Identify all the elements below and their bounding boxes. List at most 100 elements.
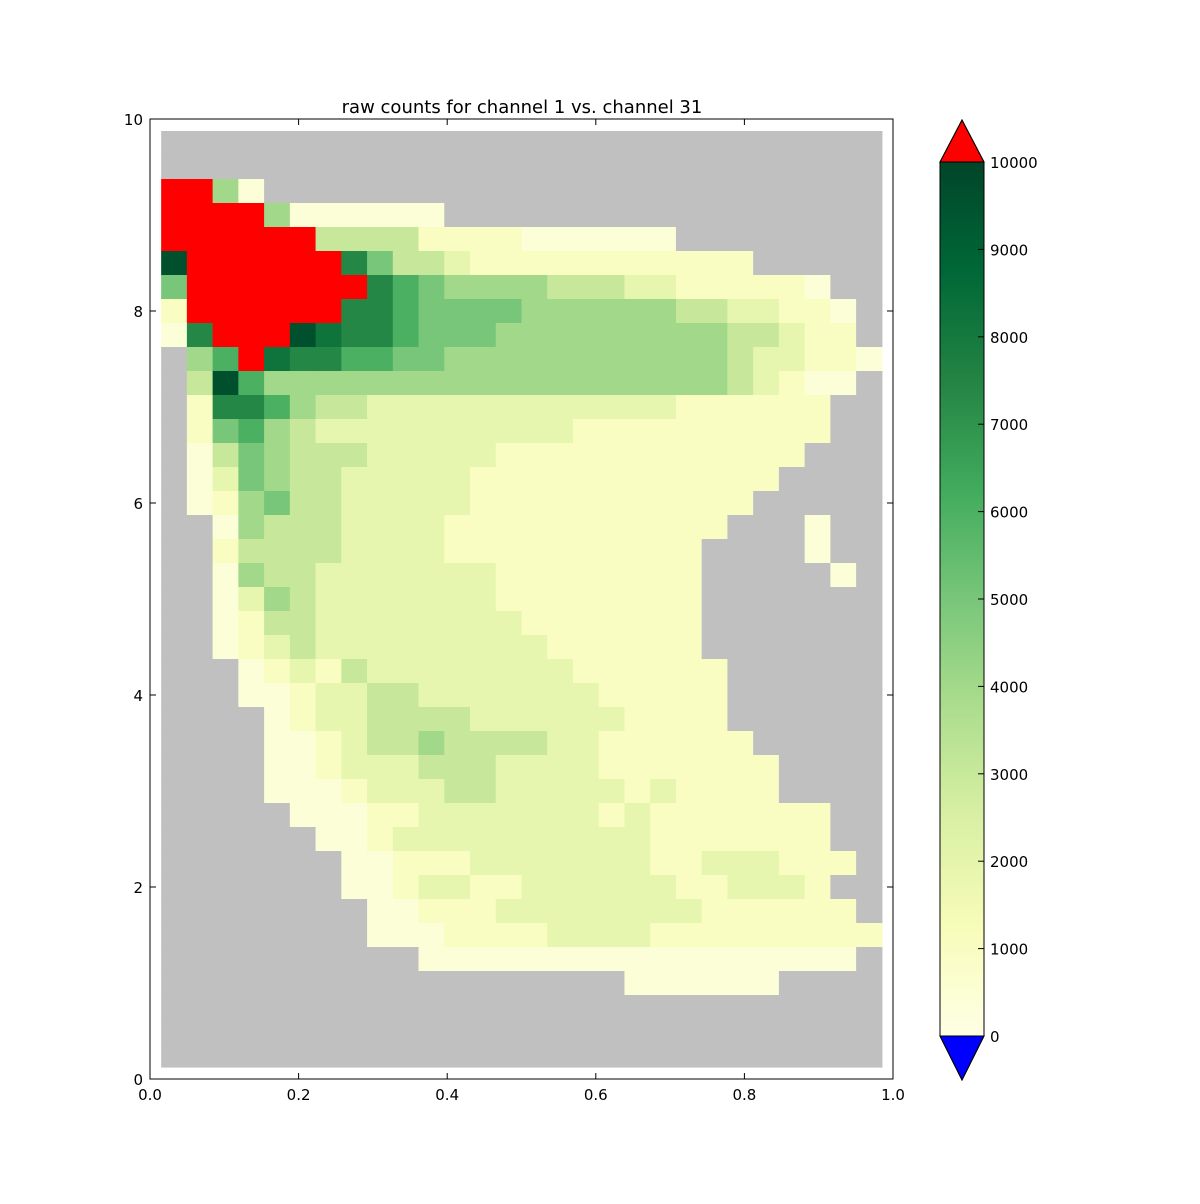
heatmap-cell bbox=[341, 1019, 368, 1044]
heatmap-cell bbox=[521, 179, 548, 204]
heatmap-cell bbox=[238, 299, 265, 324]
heatmap-cell bbox=[315, 155, 342, 180]
heatmap-cell bbox=[264, 995, 291, 1020]
heatmap-cell bbox=[624, 1019, 651, 1044]
heatmap-cell bbox=[392, 659, 420, 684]
heatmap-cell bbox=[830, 851, 857, 876]
heatmap-cell bbox=[341, 899, 368, 924]
heatmap-cell bbox=[367, 1043, 394, 1068]
heatmap-cell bbox=[212, 923, 239, 948]
heatmap-cell bbox=[418, 1043, 445, 1068]
heatmap-cell bbox=[392, 251, 420, 276]
heatmap-cell bbox=[753, 275, 780, 300]
heatmap-cell bbox=[161, 1043, 188, 1068]
heatmap-cell bbox=[598, 683, 626, 708]
heatmap-cell bbox=[418, 587, 445, 612]
heatmap-cell bbox=[341, 467, 368, 492]
heatmap-cell bbox=[572, 683, 600, 708]
heatmap-cell bbox=[727, 995, 754, 1020]
heatmap-cell bbox=[444, 275, 471, 300]
heatmap-cell bbox=[289, 851, 317, 876]
heatmap-cell bbox=[856, 515, 883, 540]
heatmap-cell bbox=[161, 251, 188, 276]
heatmap-cell bbox=[650, 707, 677, 732]
heatmap-cell bbox=[495, 563, 523, 588]
heatmap-cell bbox=[804, 563, 831, 588]
heatmap-cell bbox=[624, 539, 651, 564]
heatmap-cell bbox=[830, 443, 857, 468]
heatmap-cell bbox=[727, 947, 754, 972]
heatmap-cell bbox=[495, 131, 523, 156]
heatmap-cell bbox=[753, 635, 780, 660]
heatmap-cell bbox=[264, 515, 291, 540]
heatmap-cell bbox=[238, 731, 265, 756]
heatmap-cell bbox=[367, 251, 394, 276]
heatmap-cell bbox=[161, 419, 188, 444]
heatmap-cell bbox=[444, 659, 471, 684]
heatmap-cell bbox=[753, 899, 780, 924]
heatmap-cell bbox=[495, 419, 523, 444]
heatmap-cell bbox=[624, 755, 651, 780]
heatmap-cell bbox=[598, 779, 626, 804]
heatmap-cell bbox=[521, 827, 548, 852]
heatmap-cell bbox=[444, 875, 471, 900]
heatmap-cell bbox=[264, 467, 291, 492]
heatmap-cell bbox=[418, 251, 445, 276]
heatmap-cell bbox=[753, 491, 780, 516]
heatmap-cell bbox=[598, 731, 626, 756]
heatmap-cell bbox=[701, 731, 729, 756]
heatmap-cell bbox=[753, 203, 780, 228]
heatmap-cell bbox=[598, 227, 626, 252]
heatmap-cell bbox=[778, 659, 806, 684]
heatmap-cell bbox=[804, 875, 831, 900]
colorbar-tick-label: 3000 bbox=[990, 766, 1028, 784]
heatmap-cell bbox=[701, 875, 729, 900]
heatmap-cell bbox=[753, 419, 780, 444]
heatmap-cell bbox=[624, 827, 651, 852]
heatmap-cell bbox=[856, 179, 883, 204]
heatmap-cell bbox=[753, 539, 780, 564]
heatmap-cell bbox=[341, 587, 368, 612]
heatmap-cell bbox=[753, 779, 780, 804]
heatmap-cell bbox=[367, 851, 394, 876]
heatmap-cell bbox=[856, 467, 883, 492]
heatmap-cell bbox=[572, 707, 600, 732]
heatmap-cell bbox=[830, 899, 857, 924]
heatmap-cell bbox=[572, 875, 600, 900]
heatmap-cell bbox=[212, 803, 239, 828]
heatmap-cell bbox=[161, 803, 188, 828]
heatmap-cell bbox=[367, 299, 394, 324]
heatmap-cell bbox=[727, 347, 754, 372]
heatmap-cell bbox=[804, 1019, 831, 1044]
heatmap-cell bbox=[727, 563, 754, 588]
heatmap-cell bbox=[289, 755, 317, 780]
heatmap-cell bbox=[495, 659, 523, 684]
heatmap-cell bbox=[367, 563, 394, 588]
heatmap-cell bbox=[856, 131, 883, 156]
heatmap-cell bbox=[650, 203, 677, 228]
heatmap-cell bbox=[367, 995, 394, 1020]
heatmap-cell bbox=[495, 587, 523, 612]
heatmap-cell bbox=[186, 923, 214, 948]
heatmap-cell bbox=[418, 275, 445, 300]
heatmap-cell bbox=[675, 851, 703, 876]
heatmap-cell bbox=[470, 419, 497, 444]
heatmap-cell bbox=[212, 539, 239, 564]
heatmap-cell bbox=[392, 203, 420, 228]
heatmap-cell bbox=[675, 443, 703, 468]
heatmap-cell bbox=[598, 251, 626, 276]
heatmap-cell bbox=[547, 251, 574, 276]
heatmap-cell bbox=[650, 803, 677, 828]
heatmap-cell bbox=[470, 923, 497, 948]
heatmap-cell bbox=[418, 227, 445, 252]
heatmap-cell bbox=[186, 683, 214, 708]
heatmap-cell bbox=[315, 659, 342, 684]
heatmap-cell bbox=[753, 1043, 780, 1068]
heatmap-cell bbox=[727, 923, 754, 948]
heatmap-cell bbox=[367, 899, 394, 924]
heatmap-cell bbox=[212, 635, 239, 660]
heatmap-cell bbox=[521, 611, 548, 636]
heatmap-cell bbox=[341, 947, 368, 972]
heatmap-cell bbox=[264, 1019, 291, 1044]
heatmap-cell bbox=[238, 683, 265, 708]
